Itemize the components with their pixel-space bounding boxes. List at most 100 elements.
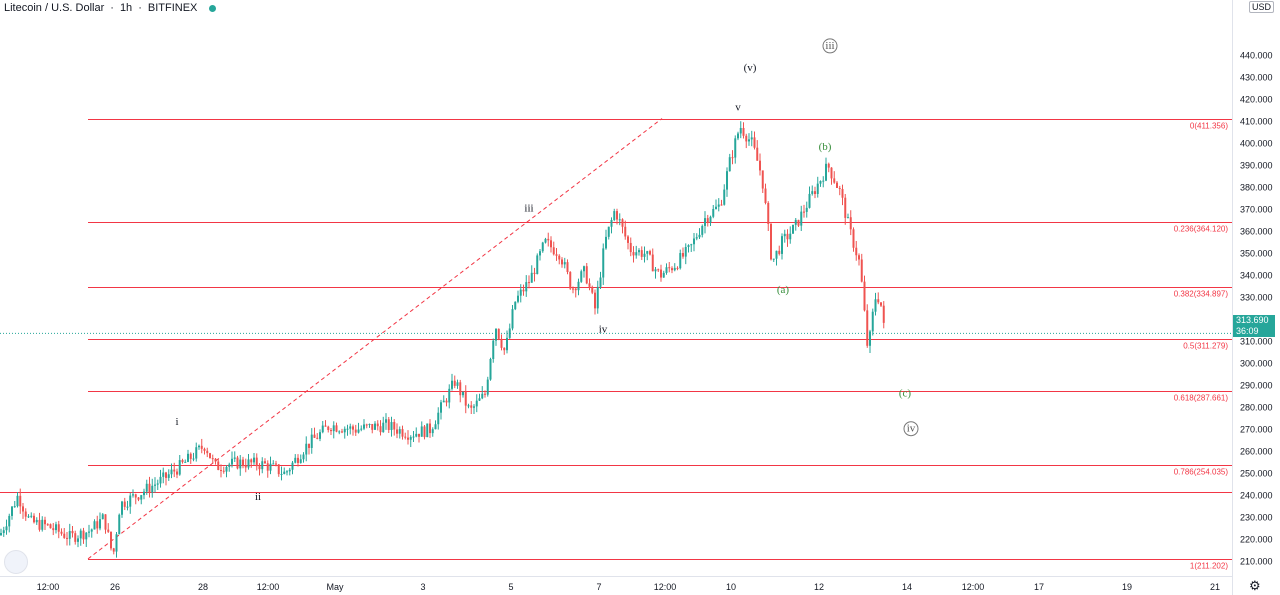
tradingview-logo-icon[interactable] bbox=[4, 550, 28, 574]
candle-body bbox=[55, 524, 57, 531]
candle-body bbox=[170, 469, 173, 475]
candle-body bbox=[849, 217, 852, 230]
candle-body bbox=[717, 204, 720, 207]
candle-body bbox=[797, 219, 800, 226]
y-tick-label: 250.000 bbox=[1240, 469, 1273, 479]
x-tick-label: 12:00 bbox=[962, 582, 985, 592]
candle-body bbox=[613, 211, 616, 220]
candle-body bbox=[646, 251, 649, 254]
gear-icon[interactable]: ⚙ bbox=[1249, 578, 1261, 593]
candle-body bbox=[528, 282, 530, 284]
candle-body bbox=[816, 183, 819, 194]
candle-body bbox=[143, 491, 145, 496]
candle-body bbox=[352, 426, 354, 430]
candle-body bbox=[803, 211, 805, 213]
x-tick-label: 21 bbox=[1210, 582, 1220, 592]
candle-body bbox=[85, 532, 88, 540]
candle-body bbox=[503, 347, 506, 351]
candle-body bbox=[233, 457, 236, 459]
fib-level-label: 0.786(254.035) bbox=[1174, 468, 1229, 477]
x-tick-label: 14 bbox=[902, 582, 912, 592]
candle-body bbox=[877, 299, 880, 303]
candle-body bbox=[635, 252, 638, 256]
currency-label[interactable]: USD bbox=[1249, 1, 1275, 13]
candle-body bbox=[866, 310, 869, 346]
candle-body bbox=[68, 530, 71, 539]
candle-body bbox=[74, 533, 77, 542]
candle-body bbox=[855, 247, 858, 256]
candle-body bbox=[16, 495, 19, 507]
candle-body bbox=[437, 412, 440, 425]
candle-body bbox=[547, 238, 550, 241]
candle-body bbox=[836, 182, 838, 188]
candle-body bbox=[863, 281, 866, 311]
candle-body bbox=[148, 483, 151, 493]
candle-body bbox=[195, 447, 198, 459]
candle-body bbox=[484, 393, 486, 395]
wave-label: iii bbox=[524, 203, 533, 215]
y-tick-label: 230.000 bbox=[1240, 513, 1273, 523]
candle-body bbox=[753, 137, 756, 148]
candle-body bbox=[478, 398, 481, 401]
symbol-name[interactable]: Litecoin / U.S. Dollar bbox=[4, 2, 105, 14]
candle-body bbox=[662, 272, 665, 278]
candle-body bbox=[269, 463, 272, 471]
candle-body bbox=[492, 340, 495, 359]
candle-body bbox=[266, 463, 269, 471]
x-tick-label: 12:00 bbox=[654, 582, 677, 592]
y-tick-label: 380.000 bbox=[1240, 183, 1273, 193]
candle-body bbox=[704, 218, 706, 226]
candle-body bbox=[764, 188, 767, 203]
candle-body bbox=[712, 208, 715, 217]
candle-body bbox=[591, 286, 594, 293]
time-axis: 12:00 26 28 12:00 May 3 5 7 12:00 10 12 14 12:00 17 19… bbox=[0, 576, 1232, 592]
candle-body bbox=[184, 461, 187, 463]
last-price: 313.690 bbox=[1236, 315, 1269, 325]
candle-body bbox=[602, 248, 605, 278]
candle-body bbox=[533, 272, 536, 275]
y-tick-label: 440.000 bbox=[1240, 51, 1273, 61]
candle-body bbox=[236, 457, 239, 469]
candle-body bbox=[847, 217, 849, 219]
interval[interactable]: 1h bbox=[119, 2, 133, 14]
candle-body bbox=[376, 423, 379, 427]
y-tick-label: 310.000 bbox=[1240, 337, 1273, 347]
candle-body bbox=[833, 178, 836, 183]
candle-body bbox=[660, 269, 662, 278]
candle-body bbox=[783, 233, 786, 237]
candle-body bbox=[379, 426, 382, 433]
candle-body bbox=[671, 268, 673, 271]
x-tick-label: 19 bbox=[1122, 582, 1132, 592]
candle-body bbox=[786, 233, 789, 240]
candle-body bbox=[748, 139, 750, 142]
candle-body bbox=[607, 226, 610, 237]
candle-body bbox=[618, 219, 621, 221]
candle-body bbox=[426, 423, 429, 438]
candle-body bbox=[638, 250, 640, 253]
candle-body bbox=[684, 247, 687, 257]
candle-body bbox=[687, 245, 690, 248]
candle-body bbox=[588, 283, 591, 287]
candle-body bbox=[781, 236, 783, 254]
candle-body bbox=[349, 426, 352, 429]
candle-body bbox=[844, 197, 847, 218]
candle-body bbox=[181, 460, 184, 463]
candle-body bbox=[767, 202, 770, 225]
candle-body bbox=[456, 382, 459, 386]
wave-label: iii bbox=[825, 40, 834, 52]
candle-body bbox=[723, 189, 726, 205]
wave-label: (b) bbox=[819, 141, 832, 153]
y-tick-label: 340.000 bbox=[1240, 271, 1273, 281]
candle-body bbox=[310, 434, 313, 448]
candle-body bbox=[585, 266, 588, 284]
candle-body bbox=[90, 529, 93, 532]
candle-body bbox=[280, 473, 283, 475]
candle-body bbox=[140, 495, 143, 500]
candle-body bbox=[871, 311, 874, 332]
candle-body bbox=[489, 358, 492, 380]
wave-circle bbox=[822, 38, 838, 54]
candle-body bbox=[176, 471, 178, 475]
candle-body bbox=[398, 429, 401, 434]
candle-body bbox=[497, 328, 500, 339]
